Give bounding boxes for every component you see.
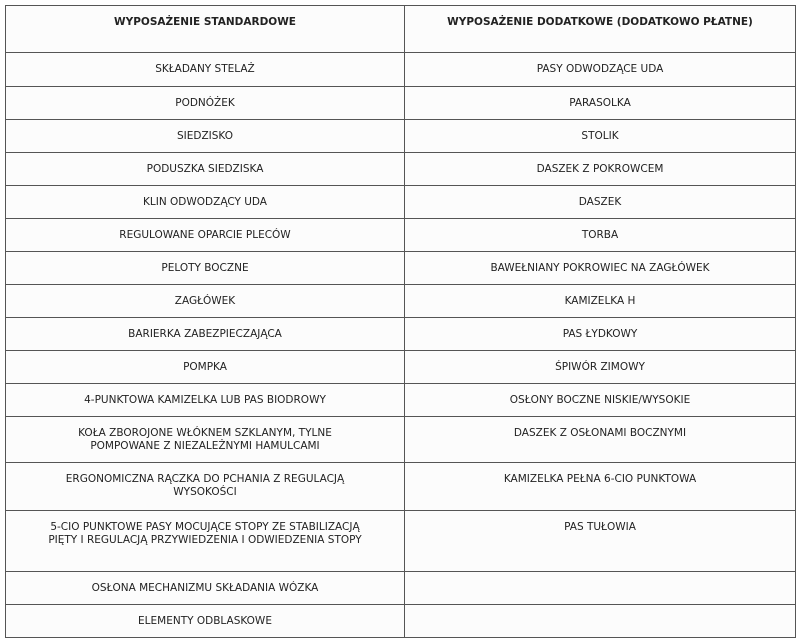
header-row: WYPOSAŻENIE STANDARDOWE WYPOSAŻENIE DODA…	[5, 5, 796, 53]
standard-item-cell: SIEDZISKO	[5, 119, 405, 153]
optional-item-cell: OSŁONY BOCZNE NISKIE/WYSOKIE	[404, 383, 796, 417]
table-row: SKŁADANY STELAŻ PASY ODWODZĄCE UDA	[5, 52, 796, 87]
table-row: PELOTY BOCZNE BAWEŁNIANY POKROWIEC NA ZAG…	[5, 251, 796, 285]
optional-item-cell: DASZEK Z OSŁONAMI BOCZNYMI	[404, 416, 796, 463]
standard-item-cell: BARIERKA ZABEZPIECZAJĄCA	[5, 317, 405, 351]
optional-item-cell	[404, 571, 796, 605]
optional-item-cell: PASY ODWODZĄCE UDA	[404, 52, 796, 87]
standard-item-cell: KLIN ODWODZĄCY UDA	[5, 185, 405, 219]
optional-item-cell: PAS TUŁOWIA	[404, 510, 796, 572]
optional-item-cell: DASZEK Z POKROWCEM	[404, 152, 796, 186]
table-row: PODUSZKA SIEDZISKA DASZEK Z POKROWCEM	[5, 152, 796, 186]
header-standard: WYPOSAŻENIE STANDARDOWE	[5, 5, 405, 53]
standard-item-cell: OSŁONA MECHANIZMU SKŁADANIA WÓZKA	[5, 571, 405, 605]
optional-item-cell: DASZEK	[404, 185, 796, 219]
standard-item-cell: PODNÓŻEK	[5, 86, 405, 120]
standard-item-cell: 5-CIO PUNKTOWE PASY MOCUJĄCE STOPY ZE ST…	[5, 510, 405, 572]
table-row: KLIN ODWODZĄCY UDA DASZEK	[5, 185, 796, 219]
standard-item-cell: 4-PUNKTOWA KAMIZELKA LUB PAS BIODROWY	[5, 383, 405, 417]
standard-item-cell: PODUSZKA SIEDZISKA	[5, 152, 405, 186]
table-row: REGULOWANE OPARCIE PLECÓW TORBA	[5, 218, 796, 252]
table-row: PODNÓŻEK PARASOLKA	[5, 86, 796, 120]
table-row: 4-PUNKTOWA KAMIZELKA LUB PAS BIODROWY OSŁ…	[5, 383, 796, 417]
table-row: ZAGŁÓWEK KAMIZELKA H	[5, 284, 796, 318]
header-optional: WYPOSAŻENIE DODATKOWE (DODATKOWO PŁATNE)	[404, 5, 796, 53]
table-row: KOŁA ZBOROJONE WŁÓKNEM SZKLANYM, TYLNE P…	[5, 416, 796, 463]
table-row: OSŁONA MECHANIZMU SKŁADANIA WÓZKA	[5, 571, 796, 605]
optional-item-cell: STOLIK	[404, 119, 796, 153]
standard-item-cell: PELOTY BOCZNE	[5, 251, 405, 285]
table-row: 5-CIO PUNKTOWE PASY MOCUJĄCE STOPY ZE ST…	[5, 510, 796, 572]
optional-item-cell: KAMIZELKA PEŁNA 6-CIO PUNKTOWA	[404, 462, 796, 511]
table-row: BARIERKA ZABEZPIECZAJĄCA PAS ŁYDKOWY	[5, 317, 796, 351]
optional-item-cell: PAS ŁYDKOWY	[404, 317, 796, 351]
standard-item-cell: KOŁA ZBOROJONE WŁÓKNEM SZKLANYM, TYLNE P…	[5, 416, 405, 463]
optional-item-cell: ŚPIWÓR ZIMOWY	[404, 350, 796, 384]
optional-item-cell: TORBA	[404, 218, 796, 252]
table-row: ELEMENTY ODBLASKOWE	[5, 604, 796, 638]
standard-item-cell: ZAGŁÓWEK	[5, 284, 405, 318]
standard-item-cell: ERGONOMICZNA RĄCZKA DO PCHANIA Z REGULAC…	[5, 462, 405, 511]
optional-item-cell: BAWEŁNIANY POKROWIEC NA ZAGŁÓWEK	[404, 251, 796, 285]
optional-item-cell: KAMIZELKA H	[404, 284, 796, 318]
table-row: POMPKA ŚPIWÓR ZIMOWY	[5, 350, 796, 384]
optional-item-cell	[404, 604, 796, 638]
standard-item-cell: REGULOWANE OPARCIE PLECÓW	[5, 218, 405, 252]
standard-item-cell: SKŁADANY STELAŻ	[5, 52, 405, 87]
table-row: SIEDZISKO STOLIK	[5, 119, 796, 153]
equipment-table: WYPOSAŻENIE STANDARDOWE WYPOSAŻENIE DODA…	[5, 5, 796, 638]
standard-item-cell: ELEMENTY ODBLASKOWE	[5, 604, 405, 638]
optional-item-cell: PARASOLKA	[404, 86, 796, 120]
standard-item-cell: POMPKA	[5, 350, 405, 384]
table-row: ERGONOMICZNA RĄCZKA DO PCHANIA Z REGULAC…	[5, 462, 796, 511]
